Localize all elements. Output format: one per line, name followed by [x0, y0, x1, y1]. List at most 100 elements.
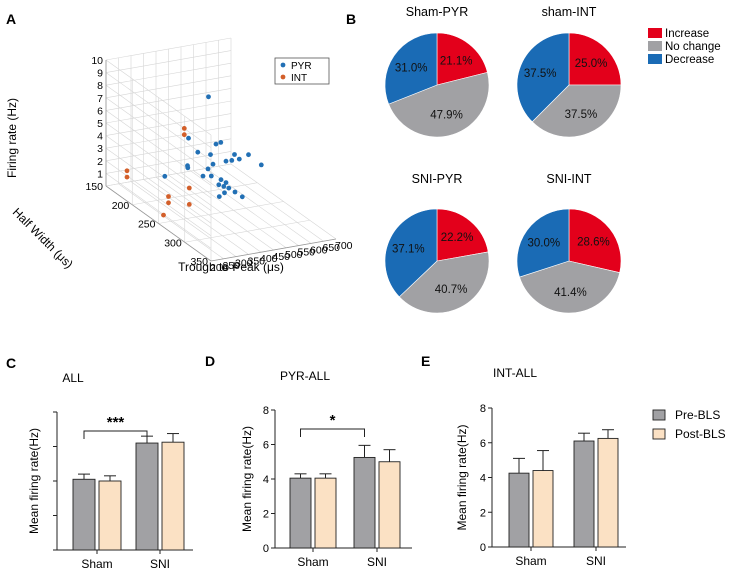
- x-tick-label: 450: [273, 251, 291, 263]
- scatter-point-pyr: [258, 162, 264, 168]
- y-tick-label: 6: [263, 440, 269, 452]
- panel-a-legend-int-label: INT: [291, 73, 307, 84]
- pie-slice-label: 22.2%: [441, 232, 474, 244]
- y-tick-label: 150: [85, 181, 103, 193]
- pie-slice-label: 21.1%: [440, 55, 473, 67]
- scatter-point-int: [181, 125, 187, 131]
- scatter-point-int: [124, 168, 130, 174]
- significance-bracket: [83, 430, 148, 439]
- y-tick-label: 4: [263, 474, 269, 486]
- pie-slice-increase: [436, 32, 488, 86]
- bar-chart-title: PYR-ALL: [280, 369, 330, 383]
- scatter-point-int: [161, 212, 166, 218]
- significance-marker: ***: [107, 414, 125, 431]
- scatter-point-pyr: [232, 152, 237, 157]
- bar-chart-title: INT-ALL: [493, 366, 537, 380]
- scatter-point-pyr: [239, 194, 245, 200]
- pie-slice-label: 41.4%: [554, 287, 587, 299]
- bar-legend-swatch-post-bls: [652, 428, 666, 440]
- pie-slice-label: 28.6%: [577, 237, 610, 249]
- z-tick-label: 8: [97, 80, 103, 92]
- scatter-point-pyr: [210, 161, 216, 167]
- bar-post-bls: [161, 441, 185, 551]
- pie-slice-increase: [568, 32, 622, 86]
- x-tick-label: 300: [235, 258, 253, 270]
- pie-slice-label: 25.0%: [575, 58, 608, 70]
- x-tick-label: 400: [260, 253, 278, 265]
- y-tick-label: 350: [190, 256, 208, 268]
- scatter-point-pyr: [221, 184, 227, 189]
- y-axis-edge: [105, 185, 212, 262]
- z-tick-label: 3: [97, 143, 103, 155]
- panel-a-legend-pyr-marker: [280, 62, 286, 68]
- x-tick-label: SNI: [367, 555, 387, 569]
- panel-letter-b: B: [346, 11, 356, 27]
- pie-slice-no-change: [388, 72, 490, 138]
- panel-c-bar-chart: ALL Mean firing rate(Hz) Sham SNI ***: [27, 371, 193, 569]
- grid-line-back-horizontal: [105, 50, 232, 73]
- panel-letter-e: E: [421, 353, 430, 369]
- pie-title: SNI-PYR: [412, 172, 463, 186]
- scatter-point-int: [166, 200, 171, 206]
- grid-line-floor-y: [158, 201, 284, 224]
- grid-line-side-horizontal: [105, 135, 212, 211]
- bar-post-bls: [98, 480, 122, 551]
- x-tick-label: 600: [310, 244, 328, 256]
- legend-label: No change: [665, 41, 721, 53]
- scatter-point-pyr: [222, 190, 227, 196]
- legend-swatch-decrease: [648, 54, 662, 64]
- pie-slice-decrease: [516, 208, 570, 278]
- scatter-point-int: [124, 174, 130, 180]
- grid-line-back-horizontal: [105, 125, 232, 149]
- grid-line-back-horizontal: [105, 37, 232, 61]
- grid-line-side-horizontal: [105, 147, 212, 224]
- panel-a-y-axis-label: Half Width (μs): [10, 205, 76, 271]
- grid-line-side-horizontal: [105, 122, 212, 199]
- x-tick-label: 250: [223, 260, 241, 272]
- scatter-point-int: [166, 194, 171, 199]
- scatter-point-pyr: [232, 189, 238, 195]
- grid-line-back-horizontal: [105, 62, 232, 86]
- scatter-point-pyr: [186, 135, 191, 141]
- significance-marker: *: [330, 412, 336, 429]
- legend-label: Increase: [665, 28, 709, 40]
- bar-legend-label: Pre-BLS: [675, 408, 720, 422]
- z-tick-label: 5: [97, 118, 103, 130]
- y-tick-label: 250: [138, 219, 156, 231]
- bar-pre-bls: [135, 442, 159, 551]
- pie-slice-label: 37.5%: [565, 109, 598, 121]
- grid-line-floor-y: [132, 182, 258, 206]
- scatter-point-pyr: [218, 140, 224, 145]
- panel-a-points: [124, 94, 264, 218]
- y-tick-label: 0: [263, 543, 269, 555]
- scatter-point-pyr: [216, 182, 222, 188]
- scatter-point-pyr: [162, 173, 168, 179]
- bar-legend: Pre-BLS Post-BLS: [652, 408, 726, 441]
- x-axis-edge: [210, 238, 337, 262]
- x-tick-label: Sham: [297, 555, 328, 569]
- grid-line-back-horizontal: [105, 100, 232, 124]
- scatter-point-pyr: [213, 141, 219, 147]
- scatter-point-int: [186, 202, 192, 207]
- grid-line-side-horizontal: [105, 110, 212, 186]
- panel-a-ticks: 2002503003504004505005506006507001502002…: [85, 55, 352, 274]
- panel-a-legend-box: [274, 57, 330, 85]
- bar-legend-swatch-pre-bls: [652, 409, 666, 421]
- pie-slice-label: 37.1%: [392, 244, 425, 256]
- y-tick-label: 8: [480, 403, 486, 415]
- scatter-point-pyr: [206, 94, 211, 100]
- pie-title: SNI-INT: [546, 172, 592, 186]
- panel-letter-d: D: [205, 353, 215, 369]
- panel-letter-a: A: [6, 11, 16, 27]
- grid-line-back-horizontal: [105, 88, 232, 111]
- bar-post-bls: [532, 470, 554, 548]
- grid-line-back-horizontal: [105, 75, 232, 99]
- grid-line-side-horizontal: [105, 173, 212, 249]
- scatter-point-pyr: [195, 149, 201, 155]
- scatter-point-pyr: [226, 185, 232, 191]
- y-tick-label: 8: [263, 405, 269, 417]
- z-tick-label: 2: [97, 156, 103, 168]
- y-tick-label: 300: [164, 237, 182, 249]
- scatter-point-pyr: [246, 152, 251, 158]
- panel-e-bar-chart: INT-ALL 0 2 4 6 8 Mean firing rate(Hz) Sham SNI: [455, 366, 626, 568]
